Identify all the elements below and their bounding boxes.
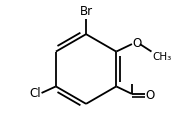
- Text: Cl: Cl: [29, 87, 41, 100]
- Text: O: O: [133, 37, 142, 50]
- Text: O: O: [146, 89, 155, 102]
- Text: CH₃: CH₃: [152, 52, 171, 62]
- Text: Br: Br: [80, 6, 93, 18]
